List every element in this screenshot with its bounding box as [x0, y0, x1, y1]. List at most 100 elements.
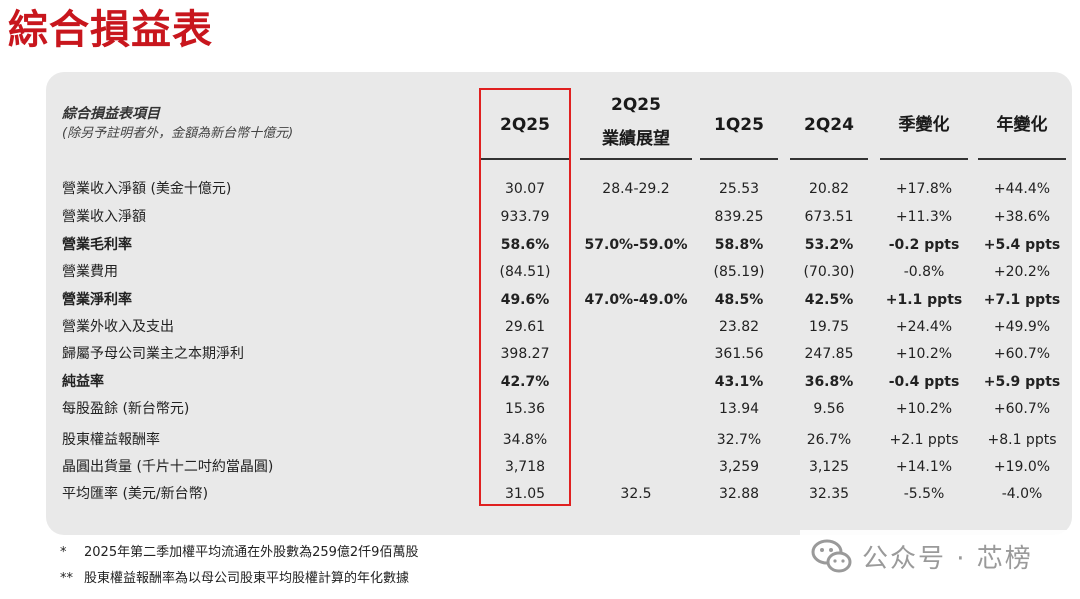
header-label-line2: (除另予註明者外，金額為新台幣十億元) — [62, 126, 294, 141]
table-cell: +5.4 ppts — [983, 237, 1061, 253]
header-underline — [480, 158, 570, 160]
wechat-icon — [810, 536, 854, 576]
table-cell: 53.2% — [804, 237, 854, 253]
table-cell: 398.27 — [500, 346, 550, 362]
table-row: 每股盈餘 (新台幣元) 15.36 13.94 9.56 +10.2% +60.7% — [0, 397, 1080, 421]
table-row: 營業收入淨額 933.79 839.25 673.51 +11.3% +38.6% — [0, 205, 1080, 229]
row-label: 營業收入淨額 (美金十億元) — [62, 181, 232, 197]
row-label: 營業外收入及支出 — [62, 319, 174, 335]
table-cell: +20.2% — [993, 264, 1051, 280]
row-label: 營業費用 — [62, 264, 118, 280]
table-cell: -5.5% — [903, 486, 945, 502]
table-cell: +10.2% — [895, 401, 953, 417]
table-cell: 19.75 — [808, 319, 850, 335]
row-label: 股東權益報酬率 — [62, 432, 160, 448]
row-label: 營業收入淨額 — [62, 209, 146, 225]
table-cell: (85.19) — [713, 264, 765, 280]
table-cell: +11.3% — [895, 209, 953, 225]
table-cell: -0.2 ppts — [888, 237, 960, 253]
table-cell: (70.30) — [803, 264, 855, 280]
watermark-text: 公众号 · 芯榜 — [862, 543, 1033, 574]
table-cell: 25.53 — [718, 181, 760, 197]
table-cell: +60.7% — [993, 346, 1051, 362]
row-label: 營業毛利率 — [62, 237, 132, 253]
table-cell: +44.4% — [993, 181, 1051, 197]
footnote-text: 2025年第二季加權平均流通在外股數為259億2仟9佰萬股 — [84, 545, 419, 560]
table-cell: -0.8% — [903, 264, 945, 280]
table-cell: 42.5% — [804, 292, 854, 308]
table-cell: 3,718 — [504, 459, 546, 475]
table-cell: 48.5% — [714, 292, 764, 308]
table-cell: 28.4-29.2 — [602, 181, 670, 197]
table-cell: 9.56 — [813, 401, 845, 417]
column-header-yoy: 年變化 — [996, 115, 1048, 135]
table-cell: -4.0% — [1001, 486, 1043, 502]
table-cell: +2.1 ppts — [889, 432, 959, 448]
row-label: 平均匯率 (美元/新台幣) — [62, 486, 209, 502]
header-underline — [700, 158, 778, 160]
table-cell: +38.6% — [993, 209, 1051, 225]
table-cell: 30.07 — [504, 181, 546, 197]
footnote-mark: ** — [60, 571, 73, 586]
table-cell: 57.0%-59.0% — [584, 237, 688, 253]
header-label-line1: 綜合損益表項目 — [62, 106, 160, 122]
table-row: 營業外收入及支出 29.61 23.82 19.75 +24.4% +49.9% — [0, 315, 1080, 339]
table-cell: 47.0%-49.0% — [584, 292, 688, 308]
watermark: 公众号 · 芯榜 — [800, 530, 1080, 582]
table-cell: 673.51 — [804, 209, 854, 225]
table-cell: +24.4% — [895, 319, 953, 335]
footnote-2: ** 股東權益報酬率為以母公司股東平均股權計算的年化數據 — [60, 570, 409, 588]
row-label: 每股盈餘 (新台幣元) — [62, 401, 190, 417]
table-cell: +19.0% — [993, 459, 1051, 475]
table-cell: +8.1 ppts — [987, 432, 1057, 448]
row-label: 純益率 — [62, 374, 104, 390]
footnote-text: 股東權益報酬率為以母公司股東平均股權計算的年化數據 — [84, 571, 410, 586]
table-cell: 42.7% — [500, 374, 550, 390]
table-cell: +5.9 ppts — [983, 374, 1061, 390]
table-cell: +1.1 ppts — [885, 292, 963, 308]
table-row: 晶圓出貨量 (千片十二吋約當晶圓) 3,718 3,259 3,125 +14.1% +1… — [0, 455, 1080, 479]
footnote-1: * 2025年第二季加權平均流通在外股數為259億2仟9佰萬股 — [60, 544, 418, 562]
table-cell: 32.35 — [808, 486, 850, 502]
header-underline — [790, 158, 868, 160]
table-row: 股東權益報酬率 34.8% 32.7% 26.7% +2.1 ppts +8.1 ppts — [0, 428, 1080, 452]
table-cell: +60.7% — [993, 401, 1051, 417]
table-cell: +14.1% — [895, 459, 953, 475]
table-row: 營業毛利率 58.6% 57.0%-59.0% 58.8% 53.2% -0.2 ppts… — [0, 233, 1080, 257]
page-title: 綜合損益表 — [8, 7, 213, 53]
table-cell: +17.8% — [895, 181, 953, 197]
table-cell: 29.61 — [504, 319, 546, 335]
table-cell: +49.9% — [993, 319, 1051, 335]
header-underline — [978, 158, 1066, 160]
table-cell: 3,125 — [808, 459, 850, 475]
table-cell: 933.79 — [500, 209, 550, 225]
column-header-2q25: 2Q25 — [500, 115, 550, 135]
table-cell: 26.7% — [806, 432, 852, 448]
header-underline — [580, 158, 692, 160]
row-label: 歸屬予母公司業主之本期淨利 — [62, 346, 244, 362]
table-cell: 49.6% — [500, 292, 550, 308]
table-cell: 13.94 — [718, 401, 760, 417]
current-quarter-highlight — [479, 88, 571, 506]
table-cell: 32.88 — [718, 486, 760, 502]
table-cell: 32.5 — [620, 486, 652, 502]
table-cell: +10.2% — [895, 346, 953, 362]
table-row: 平均匯率 (美元/新台幣) 31.05 32.5 32.88 32.35 -5.5% -4.… — [0, 482, 1080, 506]
column-header-qoq: 季變化 — [898, 115, 950, 135]
guidance-header-line2: 業績展望 — [602, 129, 670, 149]
table-row: 營業淨利率 49.6% 47.0%-49.0% 48.5% 42.5% +1.1 ppts… — [0, 288, 1080, 312]
table-cell: 3,259 — [718, 459, 760, 475]
row-label: 晶圓出貨量 (千片十二吋約當晶圓) — [62, 459, 274, 475]
column-header-2q24: 2Q24 — [804, 115, 854, 135]
table-cell: 58.8% — [714, 237, 764, 253]
table-cell: 31.05 — [504, 486, 546, 502]
table-cell: 361.56 — [714, 346, 764, 362]
table-row: 營業費用 (84.51) (85.19) (70.30) -0.8% +20.2% — [0, 260, 1080, 284]
table-panel — [46, 72, 1072, 535]
table-cell: -0.4 ppts — [888, 374, 960, 390]
table-cell: 839.25 — [714, 209, 764, 225]
table-header-label: 綜合損益表項目 (除另予註明者外，金額為新台幣十億元) — [62, 104, 293, 144]
table-cell: 43.1% — [714, 374, 764, 390]
guidance-header-line1: 2Q25 — [611, 95, 661, 115]
table-cell: 15.36 — [504, 401, 546, 417]
